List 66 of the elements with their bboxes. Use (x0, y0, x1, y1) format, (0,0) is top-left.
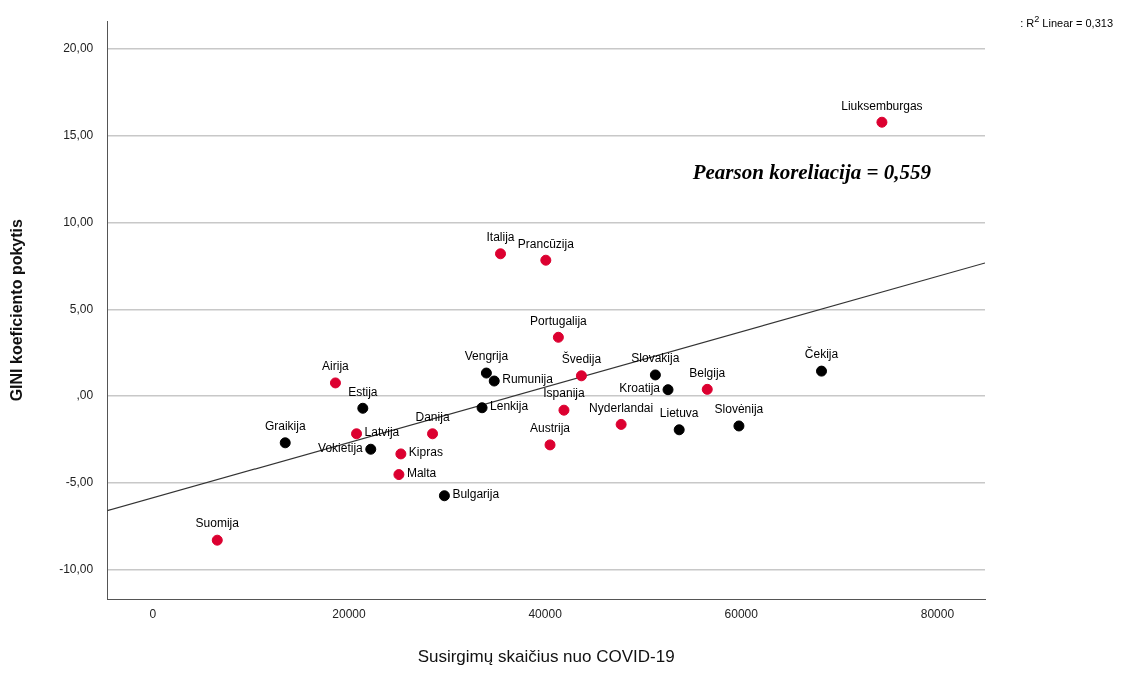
annotation: Lenkija (490, 399, 529, 414)
point (211, 534, 223, 546)
annotation: Bulgarija (452, 487, 500, 502)
y-tick-label: 5,00 (69, 301, 94, 316)
annotation: Nyderlandai (589, 400, 654, 415)
annotation: Portugalija (530, 313, 588, 328)
annotation: Rumunija (502, 372, 554, 387)
annotation: Pearson koreliacija = 0,559 (692, 160, 931, 185)
point (673, 424, 685, 436)
point (558, 404, 570, 416)
point (427, 428, 439, 440)
y-axis-title: GINI koeficiento pokytis (8, 218, 26, 402)
point (488, 375, 500, 387)
x-tick-label: 60000 (724, 606, 759, 621)
annotation: Estija (348, 384, 378, 399)
point (476, 402, 488, 414)
annotation: Kipras (408, 445, 443, 460)
point (329, 377, 341, 389)
point (552, 331, 564, 343)
point (662, 384, 674, 396)
point (615, 418, 627, 430)
annotation: Airija (322, 359, 350, 374)
point (876, 116, 888, 128)
annotation: Švedija (561, 351, 602, 367)
point (279, 437, 291, 449)
annotation: Lietuva (659, 406, 699, 421)
y-tick-label: -10,00 (59, 562, 94, 577)
y-tick-label: 20,00 (63, 41, 94, 56)
annotation: Austrija (530, 421, 571, 436)
annotation: Prancūzija (517, 236, 575, 251)
annotation: Ispanija (543, 386, 585, 401)
annotation: Slovėnija (714, 402, 764, 417)
y-tick-label: 10,00 (63, 214, 94, 229)
y-tick-label: -5,00 (65, 475, 94, 490)
point (649, 369, 661, 381)
point (365, 443, 377, 455)
point (701, 383, 713, 395)
annotation: Suomija (195, 516, 240, 531)
x-tick-label: 40000 (528, 606, 563, 621)
point (495, 248, 507, 260)
point (575, 370, 587, 382)
annotation: Malta (406, 465, 437, 480)
text: : R$^{2}$ Linear = 0,313 (1020, 14, 1113, 29)
annotation: Čekija (804, 346, 839, 362)
point (393, 469, 405, 481)
x-tick-label: 80000 (920, 606, 955, 621)
point (351, 428, 363, 440)
annotation: Vengrija (464, 349, 509, 364)
point (480, 367, 492, 379)
annotation: Graikija (264, 419, 306, 434)
point (544, 439, 556, 451)
x-tick-label: 20000 (332, 606, 366, 621)
y-tick-label: 15,00 (63, 128, 94, 143)
y-tick-label: ,00 (76, 388, 94, 403)
annotation: Belgija (689, 365, 726, 380)
annotation: Kroatija (619, 381, 661, 396)
point (733, 420, 745, 432)
annotation: Liuksemburgas (841, 98, 923, 113)
point (438, 490, 450, 502)
point (540, 254, 552, 266)
annotation: Italija (486, 230, 515, 245)
point (357, 402, 369, 414)
x-axis-title: Susirgimų skaičius nuo COVID-19 (417, 647, 675, 667)
point (816, 365, 828, 377)
x-tick-label: 0 (149, 606, 157, 621)
point (395, 448, 407, 460)
